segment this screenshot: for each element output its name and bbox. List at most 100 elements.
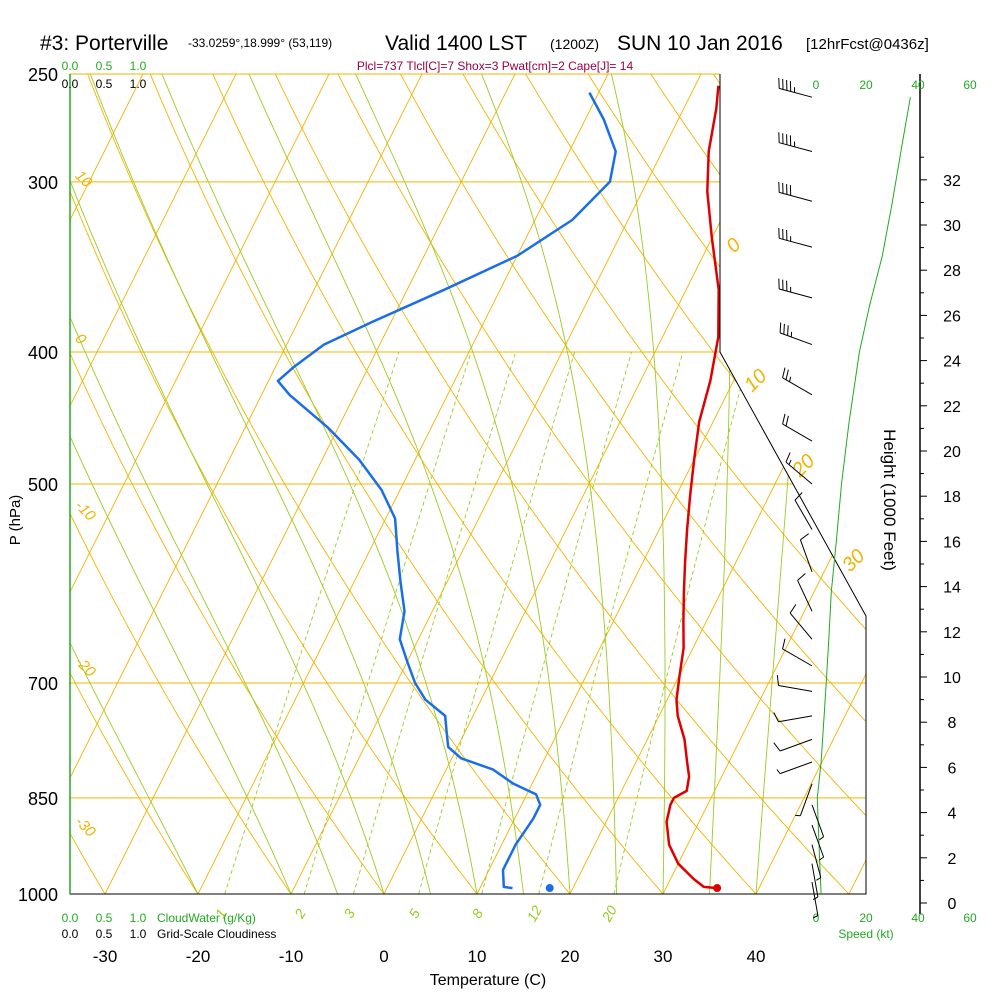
wind-speed-line <box>816 97 911 895</box>
wind-barb-staff <box>779 738 813 752</box>
speed-label: Speed (kt) <box>838 927 893 941</box>
sounding-profiles <box>276 85 722 893</box>
wind-barb-flag <box>785 369 789 380</box>
wind-barb <box>778 278 813 299</box>
wind-barb-flag <box>794 492 803 501</box>
pressure-tick-label: 850 <box>28 789 58 809</box>
wind-barb-flag <box>789 604 797 614</box>
moist-adiabat-line <box>70 74 338 894</box>
height-tick-label: 16 <box>943 534 961 551</box>
wind-barb-staff <box>799 783 813 816</box>
moist-adiabat-line <box>481 74 617 894</box>
height-tick-label: 10 <box>943 670 961 687</box>
wind-barb <box>811 881 819 919</box>
isotherm-line <box>755 74 866 894</box>
dry-adiabat-line <box>70 74 218 894</box>
cloudwater-bottom-tick: 0.5 <box>96 911 113 925</box>
cloudiness-bottom-tick: 0.0 <box>62 927 79 941</box>
wind-barb <box>782 638 813 667</box>
wind-barb-staff <box>779 87 813 98</box>
wind-barb <box>776 761 813 775</box>
height-tick-label: 24 <box>943 354 961 371</box>
wind-barb-staff <box>782 377 813 396</box>
wind-barb-half-flag <box>816 877 822 881</box>
height-tick-label: 20 <box>943 444 961 461</box>
wind-barb <box>799 533 813 572</box>
cloudiness-label: Grid-Scale Cloudiness <box>157 927 276 941</box>
wind-barb <box>776 675 813 692</box>
height-tick-label: 32 <box>943 173 961 190</box>
isotherm-line <box>70 74 237 894</box>
wind-barb-half-flag <box>812 896 819 900</box>
speed-bottom-tick: 60 <box>963 911 977 925</box>
valid-time: Valid 1400 LST <box>385 32 527 55</box>
height-tick-label: 30 <box>943 218 961 235</box>
moist-adiabat-line <box>70 74 385 894</box>
wind-barb-staff <box>811 844 822 878</box>
wind-barb <box>778 132 813 152</box>
wind-barb-staff <box>794 499 813 530</box>
mixing-ratio-label: 12 <box>523 903 545 925</box>
station-coords: -33.0259°,18.999° (53,119) <box>188 36 332 50</box>
axes: 250 300 400 500 700 850 1000 -30 -20 -10 0 10 20 30 40… <box>18 59 766 966</box>
speed-bottom-tick: 20 <box>859 911 873 925</box>
wind-barb-half-flag <box>812 915 819 919</box>
dry-adiabat-line <box>387 74 866 894</box>
temperature-surface-marker <box>713 884 722 893</box>
temperature-tick-label: 20 <box>561 947 580 966</box>
x-axis-label: Temperature (C) <box>430 972 546 989</box>
wind-barb <box>782 367 813 396</box>
wind-barb-flag <box>800 533 809 541</box>
dry-adiabat-line <box>70 74 312 894</box>
stability-indices: Plcl=737 Tlcl[C]=7 Shox=3 Pwat[cm]=2 Cap… <box>357 59 634 73</box>
height-tick-label: 12 <box>943 625 961 642</box>
wind-barb <box>779 322 813 346</box>
wind-barb <box>795 783 813 817</box>
wind-barb <box>811 863 819 900</box>
wind-barb-staff <box>779 191 813 202</box>
wind-barb-staff <box>789 612 813 640</box>
temperature-tick-label: -30 <box>93 947 118 966</box>
height-tick-label: 2 <box>948 851 957 868</box>
temperature-tick-label: -20 <box>186 947 211 966</box>
cloudwater-top-tick: 0.0 <box>62 59 79 73</box>
speed-top-tick: 0 <box>813 78 820 92</box>
station-title: #3: Porterville <box>40 32 168 55</box>
wind-barb-staff <box>778 715 813 723</box>
wind-barb-flag <box>773 712 779 723</box>
speed-top-tick: 40 <box>911 78 925 92</box>
wind-barb-flag <box>787 325 789 336</box>
wind-barb-staff <box>811 881 819 916</box>
dry-adiabat-line <box>325 74 866 894</box>
pressure-tick-label: 300 <box>28 173 58 193</box>
wind-barb-staff <box>811 824 825 858</box>
wind-barb-staff <box>797 580 813 612</box>
height-tick-label: 14 <box>943 580 961 597</box>
wind-barb-flag <box>782 638 786 650</box>
cloudwater-bottom-tick: 0.0 <box>62 911 79 925</box>
cloudiness-top-tick: 0.5 <box>96 77 113 91</box>
wind-barb <box>773 738 813 752</box>
wind-barb-flag <box>783 323 785 335</box>
height-tick-label: 8 <box>948 715 957 732</box>
forecast-date: SUN 10 Jan 2016 <box>617 32 783 55</box>
height-tick-label: 22 <box>943 399 961 416</box>
speed-top-tick: 60 <box>963 78 977 92</box>
cloudwater-top-tick: 0.5 <box>96 59 113 73</box>
pressure-tick-label: 700 <box>28 674 58 694</box>
mixing-ratio-label: 20 <box>598 903 620 926</box>
temperature-tick-label: 0 <box>379 947 388 966</box>
pressure-tick-label: 500 <box>28 475 58 495</box>
height-axis-label: Height (1000 Feet) <box>880 429 899 571</box>
wind-barb-staff <box>779 237 813 248</box>
wind-barb <box>811 804 825 841</box>
moist-adiabat-line <box>70 74 199 894</box>
wind-barb-staff <box>779 142 813 152</box>
wind-barb-staff <box>779 761 813 775</box>
height-tick-label: 6 <box>948 760 957 777</box>
wind-barb-flag <box>776 675 779 686</box>
wind-barb <box>778 181 813 202</box>
